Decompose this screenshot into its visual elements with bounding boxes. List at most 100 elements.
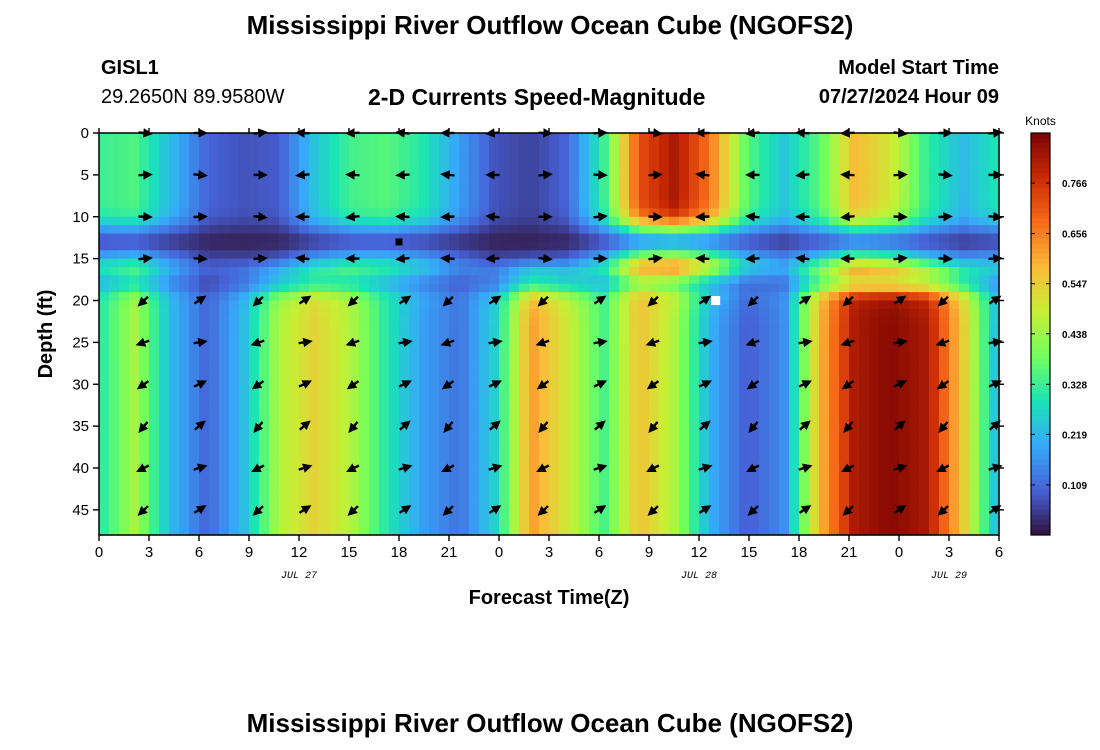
heatmap-cell [949, 501, 960, 511]
heatmap-cell [629, 384, 640, 394]
heatmap-cell [159, 258, 170, 268]
heatmap-cell [749, 409, 760, 419]
heatmap-cell [119, 434, 130, 444]
heatmap-cell [629, 166, 640, 176]
heatmap-cell [649, 350, 660, 360]
heatmap-cell [819, 526, 830, 536]
heatmap-cell [439, 501, 450, 511]
heatmap-cell [689, 367, 700, 377]
heatmap-cell [489, 233, 500, 243]
heatmap-cell [159, 350, 170, 360]
heatmap-cell [369, 183, 380, 193]
heatmap-cell [809, 526, 820, 536]
heatmap-cell [189, 258, 200, 268]
heatmap-cell [689, 308, 700, 318]
heatmap-cell [379, 317, 390, 327]
heatmap-cell [759, 166, 770, 176]
heatmap-cell [209, 468, 220, 477]
heatmap-cell [679, 241, 690, 251]
heatmap-cell [859, 258, 870, 268]
heatmap-cell [149, 501, 160, 511]
heatmap-cell [459, 225, 470, 235]
heatmap-cell [219, 426, 230, 436]
heatmap-cell [799, 367, 810, 377]
current-arrow [988, 380, 1003, 389]
heatmap-cell [179, 258, 190, 268]
heatmap-cell [229, 468, 240, 477]
heatmap-cell [419, 191, 430, 201]
heatmap-cell [559, 308, 570, 318]
heatmap-cell [429, 451, 440, 461]
heatmap-cell [179, 225, 190, 235]
heatmap-cell [529, 216, 540, 226]
heatmap-cell [589, 308, 600, 318]
heatmap-cell [389, 200, 400, 209]
heatmap-cell [209, 283, 220, 293]
heatmap-cell [929, 241, 940, 251]
heatmap-cell [289, 258, 300, 268]
heatmap-cell [319, 267, 330, 276]
heatmap-cell [789, 149, 800, 159]
heatmap-cell [169, 283, 180, 293]
heatmap-cell [359, 451, 370, 461]
heatmap-cell [869, 233, 880, 243]
heatmap-cell [809, 200, 820, 209]
heatmap-cell [479, 216, 490, 226]
heatmap-cell [909, 459, 920, 469]
heatmap-cell [369, 325, 380, 335]
heatmap-cell [729, 208, 740, 218]
heatmap-cell [459, 426, 470, 436]
heatmap-cell [389, 225, 400, 235]
heatmap-cell [789, 509, 800, 519]
heatmap-cell [519, 417, 530, 427]
heatmap-cell [979, 241, 990, 251]
heatmap-cell [459, 451, 470, 461]
heatmap-cell [279, 451, 290, 461]
current-arrow [747, 295, 759, 307]
heatmap-cell [919, 509, 930, 519]
heatmap-cell [469, 509, 480, 519]
heatmap-cell [619, 158, 630, 168]
heatmap-cell [809, 283, 820, 293]
current-arrow [746, 463, 760, 473]
heatmap-cell [959, 350, 970, 360]
heatmap-cell [119, 225, 130, 235]
heatmap-cell [529, 451, 540, 461]
heatmap-cell [189, 200, 200, 209]
current-arrow [347, 505, 359, 516]
current-arrow [299, 420, 311, 431]
heatmap-cell [139, 476, 150, 486]
heatmap-cell [669, 308, 680, 318]
heatmap-cell [399, 493, 410, 503]
heatmap-cell [189, 216, 200, 226]
heatmap-cell [289, 317, 300, 327]
heatmap-cell [989, 241, 1000, 251]
heatmap-cell [749, 200, 760, 209]
heatmap-cell [559, 392, 570, 402]
heatmap-cell [459, 384, 470, 394]
heatmap-cell [779, 468, 790, 477]
heatmap-cell [129, 267, 140, 276]
heatmap-cell [949, 476, 960, 486]
heatmap-cell [719, 200, 730, 209]
heatmap-cell [359, 233, 370, 243]
heatmap-cell [659, 275, 670, 285]
heatmap-cell [469, 308, 480, 318]
heatmap-cell [789, 191, 800, 201]
heatmap-cell [659, 250, 670, 260]
heatmap-cell [279, 233, 290, 243]
heatmap-cell [649, 141, 660, 151]
heatmap-cell [509, 200, 520, 209]
heatmap-cell [339, 250, 350, 260]
heatmap-cell [109, 359, 120, 369]
heatmap-cell [319, 216, 330, 226]
heatmap-cell [689, 216, 700, 226]
heatmap-cell [819, 208, 830, 218]
heatmap-cell [159, 292, 170, 302]
heatmap-cell [859, 141, 870, 151]
heatmap-cell [549, 233, 560, 243]
heatmap-cell [579, 350, 590, 360]
heatmap-cell [489, 442, 500, 452]
heatmap-cell [729, 476, 740, 486]
heatmap-cell [759, 484, 770, 494]
